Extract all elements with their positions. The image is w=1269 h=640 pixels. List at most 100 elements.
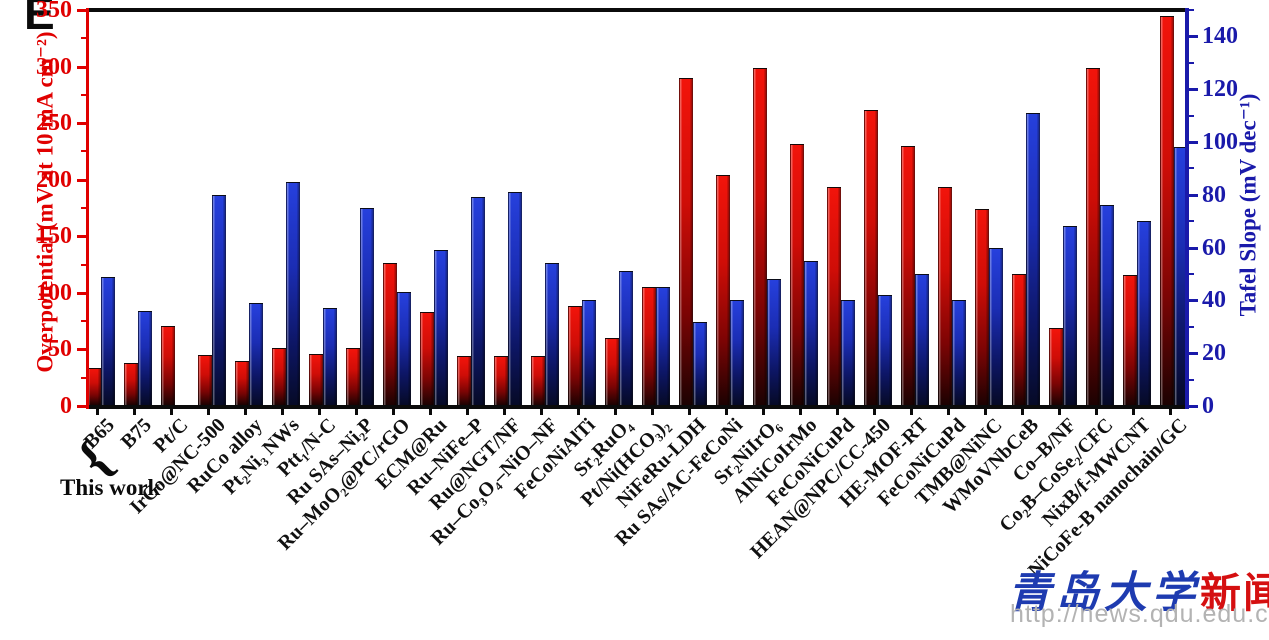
bar-overpotential	[938, 186, 952, 406]
right-spine	[1185, 8, 1189, 409]
right-axis-minor-tick	[1189, 378, 1194, 381]
bar-overpotential	[568, 306, 582, 406]
left-axis-major-tick	[77, 122, 86, 126]
bar-overpotential	[383, 263, 397, 406]
bar-overpotential	[420, 312, 434, 406]
bar-tafel-slope	[915, 274, 929, 406]
left-axis-minor-tick	[81, 37, 86, 40]
left-axis-tick-label: 0	[60, 393, 72, 419]
bar-overpotential	[1160, 15, 1174, 406]
left-spine	[86, 8, 89, 409]
right-axis-major-tick	[1189, 299, 1198, 303]
left-axis-title: Overpotential (mV at 10 mA cm⁻²)	[32, 31, 58, 373]
right-axis-tick-label: 60	[1202, 234, 1226, 261]
bar-overpotential	[975, 209, 989, 406]
bar-overpotential	[87, 367, 101, 406]
right-axis-major-tick	[1189, 193, 1198, 197]
x-axis-tick	[429, 407, 432, 415]
bar-overpotential	[716, 175, 730, 406]
bar-tafel-slope	[360, 208, 374, 406]
bar-overpotential	[198, 355, 212, 406]
bar-tafel-slope	[656, 287, 670, 406]
right-axis-tick-label: 100	[1202, 129, 1238, 155]
left-axis-tick-label: 250	[36, 110, 72, 137]
watermark-site-name-blue: 青岛大学	[1008, 570, 1200, 617]
bar-tafel-slope	[952, 300, 966, 406]
right-axis-major-tick	[1189, 88, 1198, 92]
bar-tafel-slope	[212, 194, 226, 406]
bar-tafel-slope	[878, 295, 892, 406]
left-axis-minor-tick	[81, 207, 86, 209]
bar-overpotential	[531, 356, 545, 406]
x-axis-tick	[947, 407, 950, 415]
left-axis-minor-tick	[81, 376, 86, 379]
bar-tafel-slope	[989, 247, 1003, 406]
x-axis-tick	[355, 407, 358, 415]
panel-label: E	[24, 0, 55, 39]
top-spine	[88, 8, 1186, 12]
bar-overpotential	[161, 325, 175, 406]
x-axis-tick	[762, 407, 765, 415]
left-axis-minor-tick	[81, 150, 86, 153]
bar-overpotential	[457, 356, 471, 406]
x-axis-tick	[577, 407, 580, 415]
x-axis-tick	[207, 407, 210, 415]
x-axis-tick	[614, 407, 617, 415]
this-work-label: This work	[60, 475, 161, 500]
x-axis-tick	[984, 407, 987, 415]
right-axis-minor-tick	[1189, 220, 1194, 223]
bar-tafel-slope	[619, 271, 633, 406]
right-axis-tick-label: 140	[1202, 23, 1238, 50]
bottom-spine	[88, 405, 1186, 409]
bar-tafel-slope	[138, 310, 152, 406]
right-axis-minor-tick	[1189, 9, 1194, 11]
bar-overpotential	[309, 353, 323, 406]
right-axis-minor-tick	[1189, 167, 1194, 170]
right-axis-major-tick	[1189, 352, 1198, 356]
left-axis-tick-label: 50	[48, 336, 72, 363]
right-axis-minor-tick	[1189, 325, 1194, 328]
right-axis-minor-tick	[1189, 114, 1194, 117]
x-axis-tick	[281, 407, 284, 415]
bar-tafel-slope	[1026, 112, 1040, 406]
watermark-url: http://news.qdu.edu.cn	[1010, 600, 1269, 628]
left-axis-minor-tick	[81, 93, 86, 96]
bar-tafel-slope	[101, 276, 115, 406]
bar-overpotential	[1086, 67, 1100, 406]
x-axis-tick	[688, 407, 691, 415]
bar-tafel-slope	[767, 279, 781, 406]
bar-tafel-slope	[1063, 226, 1077, 406]
x-axis-tick	[503, 407, 506, 415]
x-axis-tick	[1058, 407, 1061, 415]
watermark-site-name-red: 新闻网	[1200, 570, 1269, 616]
bar-tafel-slope	[249, 303, 263, 406]
bar-tafel-slope	[323, 308, 337, 406]
bar-tafel-slope	[582, 300, 596, 406]
bar-overpotential	[272, 348, 286, 406]
bar-tafel-slope	[1100, 205, 1114, 406]
right-axis-tick-label: 80	[1202, 181, 1226, 208]
x-axis-tick	[540, 407, 543, 415]
bar-tafel-slope	[286, 181, 300, 406]
right-axis-major-tick	[1189, 141, 1198, 144]
right-axis-tick-label: 0	[1202, 393, 1214, 419]
right-axis-title: Tafel Slope (mV dec⁻¹)	[1235, 93, 1261, 317]
bar-overpotential	[679, 77, 693, 406]
right-axis-tick-label: 40	[1202, 287, 1226, 314]
left-axis-minor-tick	[81, 320, 86, 323]
left-axis-tick-label: 100	[36, 279, 72, 306]
bar-tafel-slope	[693, 321, 707, 406]
right-axis-major-tick	[1189, 405, 1198, 408]
left-axis-tick-label: 300	[36, 53, 72, 80]
bar-overpotential	[494, 356, 508, 406]
bar-tafel-slope	[508, 192, 522, 406]
x-axis-tick	[96, 407, 99, 415]
left-axis-tick-label: 200	[36, 166, 72, 193]
bar-tafel-slope	[730, 300, 744, 406]
bar-overpotential	[1049, 327, 1063, 406]
left-axis-major-tick	[77, 291, 86, 295]
bar-tafel-slope	[545, 263, 559, 406]
left-axis-major-tick	[77, 235, 86, 239]
bar-tafel-slope	[1137, 221, 1151, 406]
x-axis-tick	[873, 407, 876, 415]
